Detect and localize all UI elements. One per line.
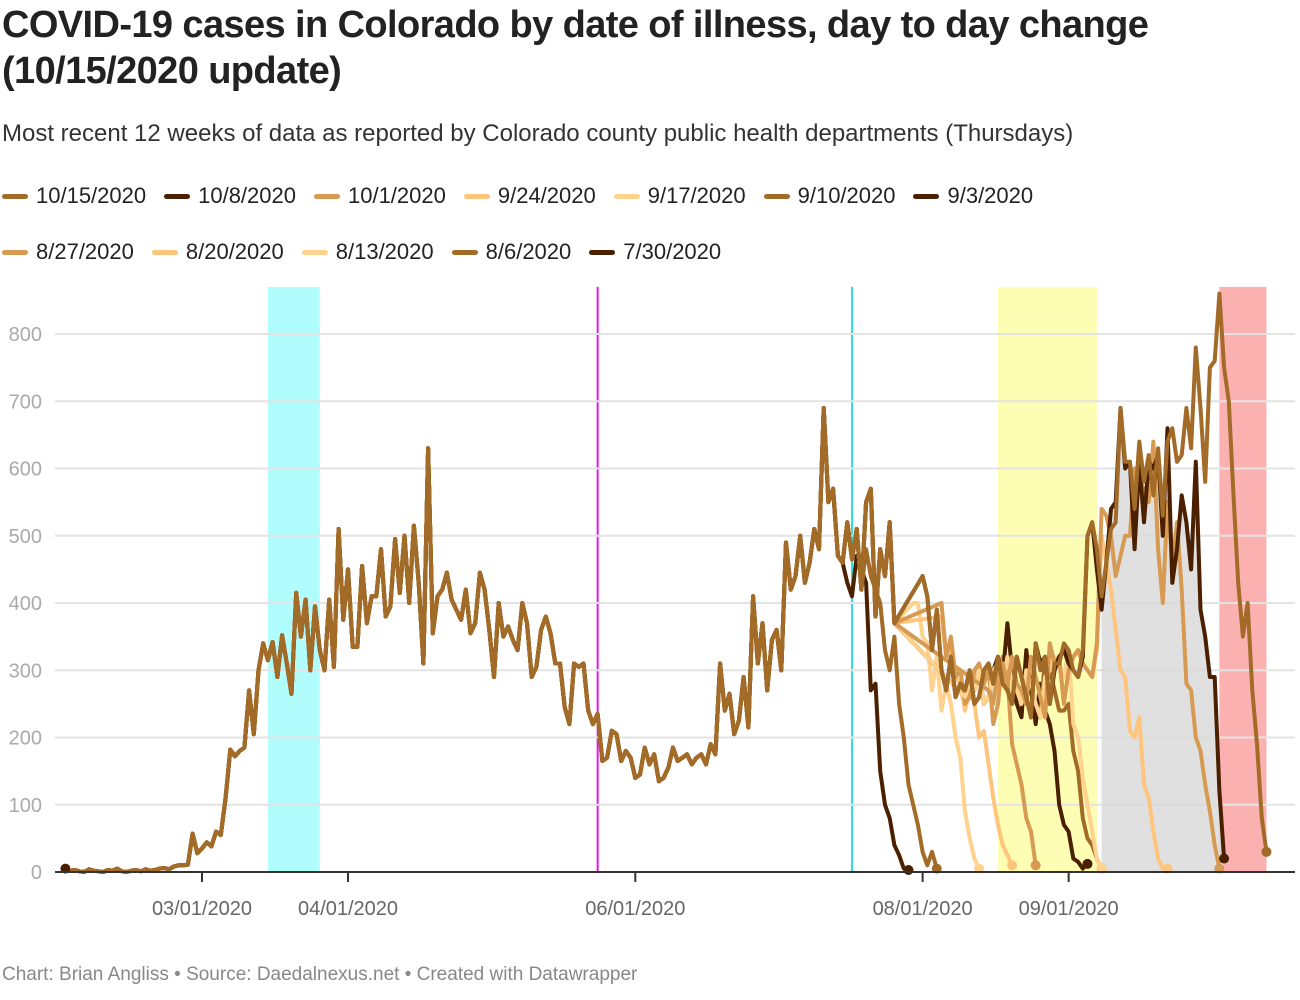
- legend-swatch: [589, 249, 616, 255]
- legend-label: 8/13/2020: [335, 239, 434, 264]
- legend-label: 10/8/2020: [198, 183, 296, 208]
- legend-item: 10/15/2020: [2, 180, 146, 212]
- legend-swatch: [913, 193, 940, 199]
- legend-item: 8/27/2020: [2, 236, 134, 268]
- legend-item: 8/20/2020: [151, 236, 284, 268]
- legend-item: 8/6/2020: [451, 236, 572, 268]
- legend-item: 8/13/2020: [301, 236, 434, 268]
- legend-swatch: [2, 193, 28, 199]
- series-end-dot: [1082, 858, 1093, 869]
- legend-swatch: [301, 249, 328, 255]
- series-end-dot: [1261, 846, 1272, 857]
- legend-swatch: [313, 193, 340, 199]
- x-tick-label: 08/01/2020: [873, 898, 973, 920]
- legend-swatch: [164, 193, 191, 199]
- series-end-dot: [1219, 853, 1230, 864]
- x-tick-label: 03/01/2020: [152, 898, 252, 920]
- y-tick-label: 0: [31, 862, 42, 884]
- series-end-dot: [903, 864, 914, 875]
- chart-footer: Chart: Brian Angliss • Source: Daedalnex…: [2, 964, 638, 985]
- y-tick-label: 400: [9, 593, 42, 615]
- series-line: [63, 291, 1269, 874]
- highlight-band: [267, 286, 320, 872]
- legend-swatch: [613, 193, 640, 199]
- series-line: [63, 406, 982, 874]
- legend-label: 9/17/2020: [647, 183, 746, 208]
- legend-swatch: [451, 249, 478, 255]
- series-line: [63, 406, 939, 874]
- x-tick-label: 09/01/2020: [1019, 898, 1119, 920]
- legend-item: 10/8/2020: [164, 180, 296, 212]
- legend-label: 8/6/2020: [485, 239, 572, 264]
- y-tick-label: 300: [9, 660, 42, 682]
- legend-item: 9/17/2020: [613, 180, 746, 212]
- y-tick-label: 600: [9, 459, 42, 481]
- y-tick-label: 500: [9, 526, 42, 548]
- chart-subtitle: Most recent 12 weeks of data as reported…: [2, 120, 1074, 147]
- line-chart: 03/01/2020 04/01/2020 06/01/2020 08/01/2020…: [9, 286, 1295, 920]
- legend-label: 9/3/2020: [947, 183, 1034, 208]
- legend-label: 8/27/2020: [36, 239, 134, 264]
- legend-item: 9/10/2020: [763, 180, 896, 212]
- y-tick-label: 700: [9, 391, 42, 413]
- x-axis: 03/01/2020 04/01/2020 06/01/2020 08/01/2020…: [55, 871, 1295, 920]
- legend-item: 9/3/2020: [913, 180, 1033, 212]
- legend-item: 9/24/2020: [463, 180, 596, 212]
- y-tick-label: 800: [9, 324, 42, 346]
- legend-label: 7/30/2020: [623, 239, 722, 264]
- legend-label: 8/20/2020: [185, 239, 284, 264]
- legend-item: 10/1/2020: [313, 180, 446, 212]
- legend-label: 9/10/2020: [797, 183, 896, 208]
- legend-swatch: [763, 193, 790, 199]
- legend-swatch: [2, 249, 28, 255]
- legend-swatch: [463, 193, 490, 199]
- y-tick-label: 100: [9, 795, 42, 817]
- x-tick-label: 06/01/2020: [585, 898, 685, 920]
- legend-label: 9/24/2020: [497, 183, 596, 208]
- legend: 10/15/2020 10/8/2020 10/1/2020 9/24/2020…: [2, 180, 1298, 268]
- highlight-layer: [267, 286, 1267, 872]
- legend-label: 10/15/2020: [36, 183, 147, 208]
- legend-swatch: [151, 249, 178, 255]
- y-tick-label: 200: [9, 728, 42, 750]
- chart-title: COVID-19 cases in Colorado by date of il…: [2, 4, 1149, 92]
- y-axis: 0 100 200 300 400 500 600 700 800: [9, 324, 42, 884]
- series-end-dot: [1007, 860, 1018, 871]
- series-end-dot: [1030, 860, 1041, 871]
- legend-item: 7/30/2020: [589, 236, 721, 268]
- legend-label: 10/1/2020: [347, 183, 446, 208]
- x-tick-label: 04/01/2020: [298, 898, 398, 920]
